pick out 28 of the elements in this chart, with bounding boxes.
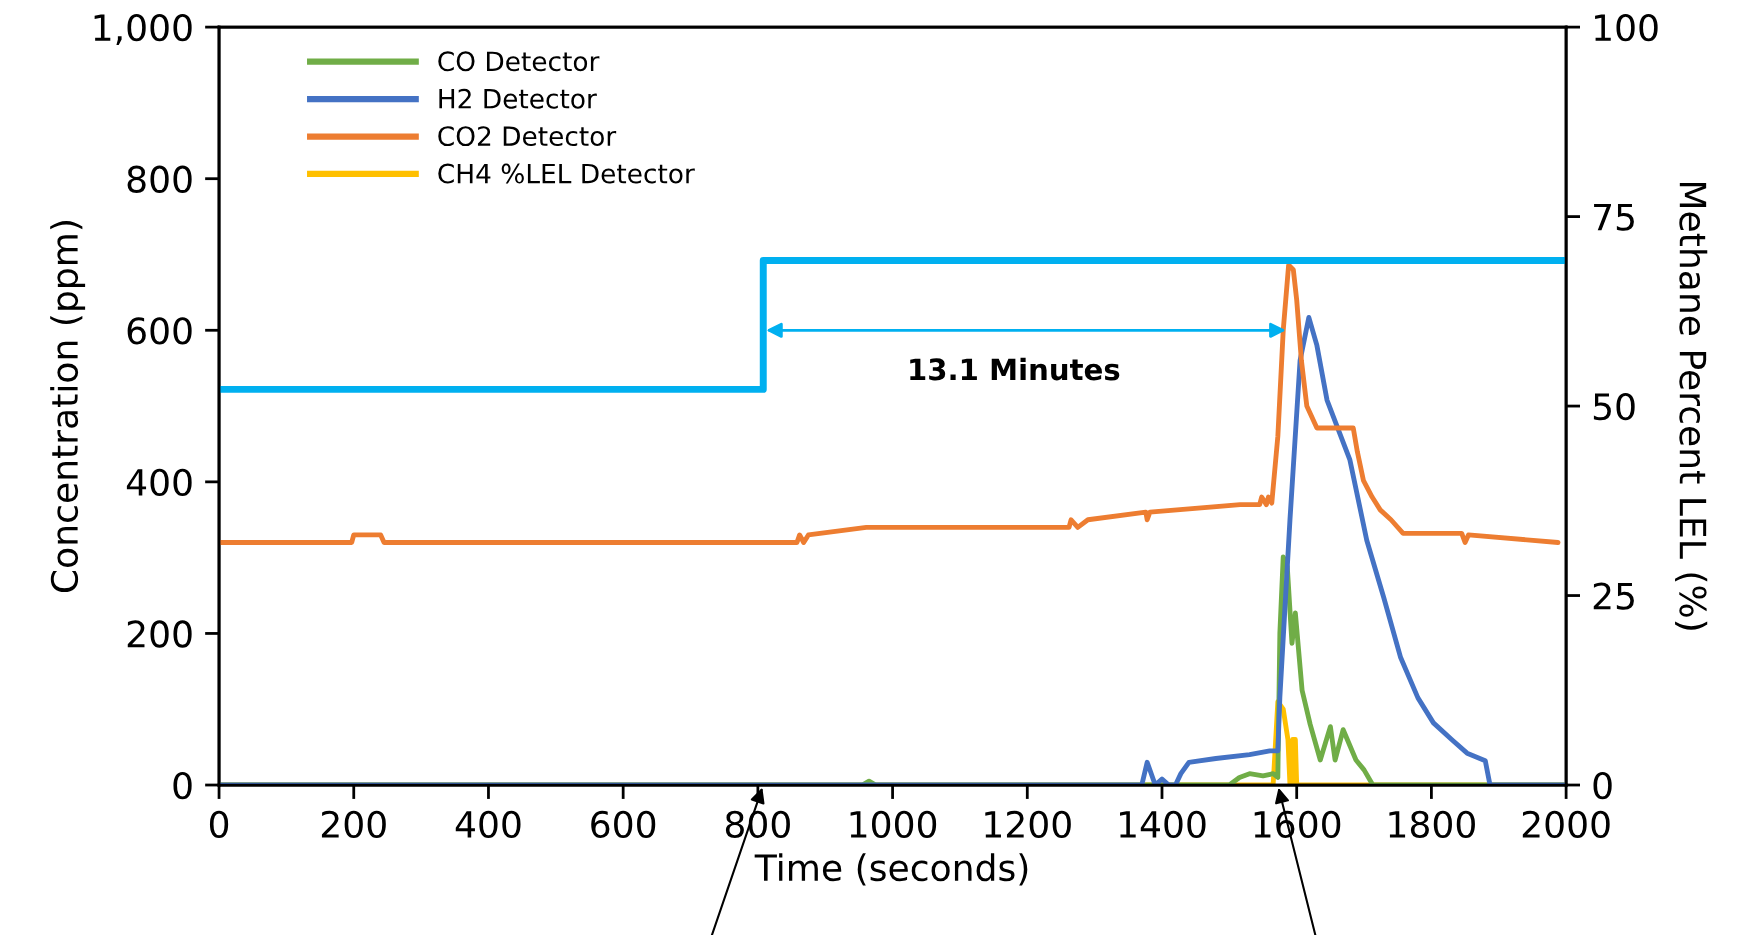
legend-label: CO Detector bbox=[438, 51, 600, 72]
x-tick-label: 1800 bbox=[1389, 810, 1475, 838]
y2-axis-title: Methane Percent LEL (%) bbox=[1675, 182, 1708, 630]
y2-tick-label: 25 bbox=[1593, 582, 1634, 610]
y-axis-title: Concentration (ppm) bbox=[50, 221, 86, 593]
legend-label: CH4 %LEL Detector bbox=[438, 163, 695, 184]
x-tick-label: 600 bbox=[591, 810, 656, 838]
y-tick-label: 400 bbox=[126, 468, 192, 497]
y2-tick-label: 0 bbox=[1593, 771, 1612, 800]
x-tick-label: 0 bbox=[209, 810, 229, 838]
y2-tick-label: 50 bbox=[1593, 392, 1635, 421]
y2-tick-label: 100 bbox=[1595, 14, 1658, 42]
y-tick-label: 1,000 bbox=[94, 14, 192, 46]
annotation: 13.1 Minutes bbox=[910, 357, 1120, 381]
x-tick-label: 1000 bbox=[850, 810, 937, 838]
y2-tick-label: 75 bbox=[1594, 203, 1634, 231]
x-tick-label: 1200 bbox=[985, 810, 1071, 838]
x-tick-label: 400 bbox=[455, 810, 521, 838]
y-tick-label: 800 bbox=[127, 165, 192, 193]
y-tick-label: 600 bbox=[127, 317, 192, 345]
x-axis-title: Time (seconds) bbox=[754, 853, 1028, 886]
x-tick-label: 1400 bbox=[1120, 810, 1206, 838]
legend-label: CO2 Detector bbox=[438, 126, 617, 147]
x-tick-label: 200 bbox=[321, 810, 386, 838]
legend-label: H2 Detector bbox=[439, 88, 597, 109]
y-tick-label: 0 bbox=[173, 771, 192, 800]
y-tick-label: 200 bbox=[127, 620, 192, 648]
x-tick-label: 2000 bbox=[1522, 810, 1610, 838]
